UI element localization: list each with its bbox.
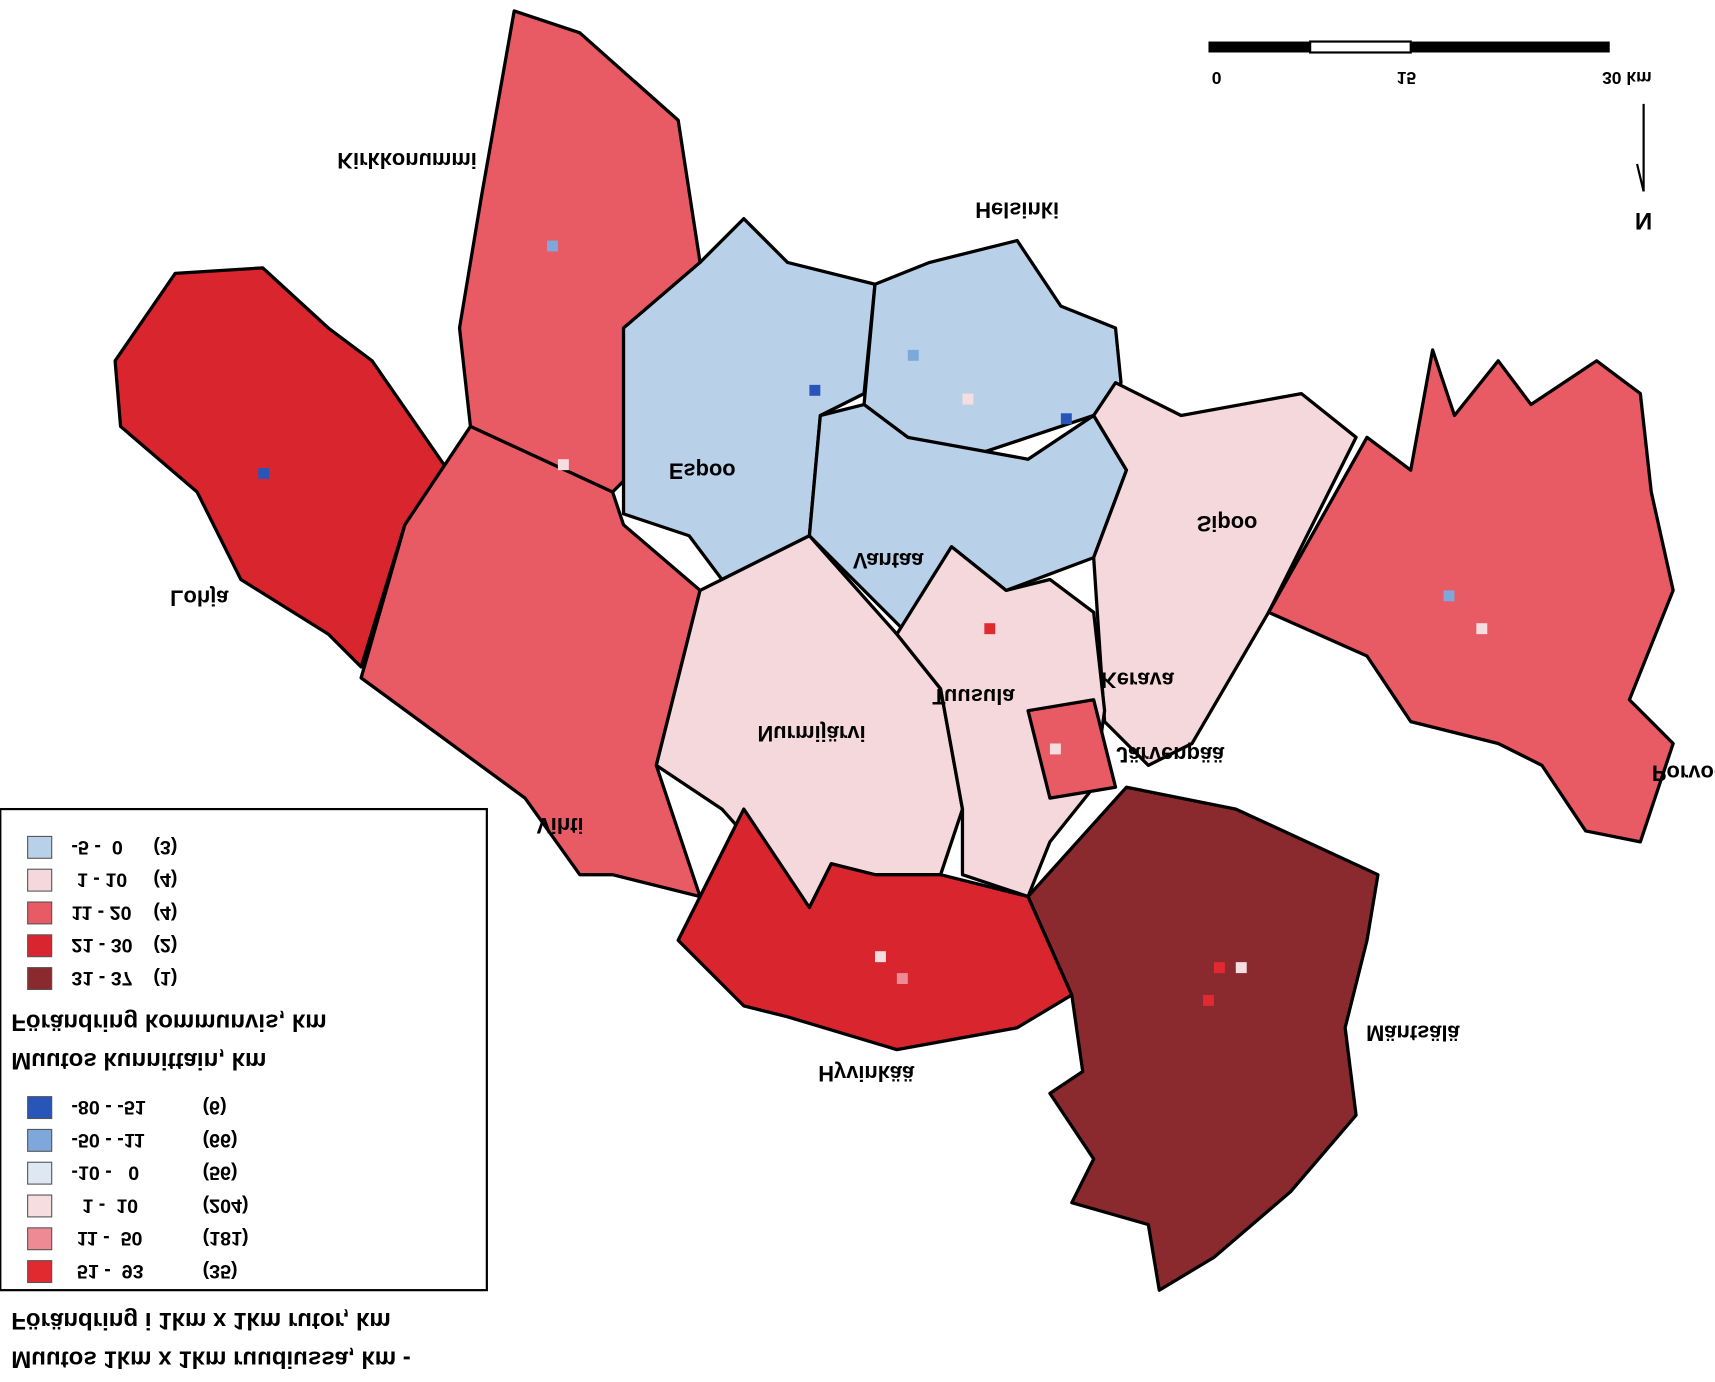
- legend-range: 11 - 20: [71, 901, 131, 923]
- north-arrow: [1635, 103, 1645, 192]
- cell: [1443, 590, 1455, 602]
- municipality-label: Järvenpää: [1116, 742, 1225, 767]
- legend-range: -10 - 0: [71, 1162, 139, 1184]
- region: [1026, 785, 1380, 1292]
- cell: [557, 459, 569, 471]
- legend-title: Förändring i 1km x 1km rutor, km: [11, 1307, 391, 1334]
- municipality-label: Hyvinkää: [818, 1061, 915, 1086]
- region: [457, 9, 702, 494]
- legend-swatch: [27, 1161, 53, 1185]
- legend-count: (4): [153, 901, 177, 923]
- legend-count: (3): [153, 836, 177, 858]
- region: [359, 424, 702, 899]
- cell: [1213, 962, 1225, 974]
- legend-range: -50 - -11: [71, 1129, 144, 1151]
- legend-title: Förändring kommunvis, km: [11, 1009, 326, 1036]
- legend-range: -5 - 0: [71, 836, 122, 858]
- municipality-label: Espoo: [669, 459, 736, 484]
- municipality-label: Nurmijärvi: [758, 721, 866, 746]
- cell: [1476, 623, 1488, 635]
- legend-range: -80 - -51: [71, 1096, 145, 1118]
- municipality-label: Vantaa: [853, 548, 924, 573]
- legend-range: 1 - 10: [71, 1194, 138, 1216]
- municipality-label: Mäntsälä: [1366, 1021, 1460, 1046]
- cell: [809, 384, 821, 396]
- municipality-label: Sipoo: [1197, 511, 1258, 536]
- cell: [546, 240, 558, 252]
- legend-swatch: [27, 868, 53, 892]
- cell: [1203, 994, 1214, 1006]
- legend-count: (56): [203, 1162, 238, 1184]
- legend-swatch: [27, 835, 53, 859]
- region: [1092, 381, 1358, 767]
- legend-count: (4): [153, 869, 177, 891]
- legend-box: [0, 807, 488, 1292]
- scale-segment: [1410, 41, 1610, 53]
- region: [1026, 698, 1118, 800]
- cell: [258, 467, 270, 479]
- legend-swatch: [27, 1260, 53, 1284]
- scale-label: 30 km: [1602, 68, 1652, 88]
- legend-count: (2): [153, 934, 177, 956]
- legend-count: (181): [203, 1227, 249, 1249]
- scale-label: 15: [1397, 68, 1417, 88]
- region: [1266, 348, 1675, 844]
- legend-swatch: [27, 901, 53, 925]
- municipality-label: Vihti: [537, 813, 584, 838]
- legend-count: (1): [153, 967, 177, 989]
- legend-range: 1 - 10: [71, 869, 127, 891]
- legend-range: 31 - 37: [71, 967, 132, 989]
- legend-swatch: [27, 967, 53, 991]
- cell: [1060, 413, 1072, 425]
- legend-swatch: [27, 1096, 53, 1120]
- grid-cells: [258, 240, 1488, 1006]
- legend-count: (6): [203, 1096, 227, 1118]
- regions: [113, 9, 1675, 1292]
- cell: [1049, 743, 1061, 755]
- cell: [874, 951, 886, 963]
- legend-range: 21 - 30: [71, 934, 132, 956]
- legend-count: (204): [203, 1194, 249, 1216]
- legend-swatch: [27, 1194, 53, 1218]
- north-label: N: [1635, 207, 1652, 234]
- cell: [962, 393, 974, 405]
- cell: [1235, 962, 1247, 974]
- legend-range: 11 - 50: [71, 1227, 142, 1249]
- scale-segment: [1208, 41, 1311, 53]
- legend-swatch: [27, 1128, 53, 1152]
- cell: [984, 623, 996, 635]
- municipality-label: Tuusula: [932, 684, 1015, 709]
- legend-swatch: [27, 1227, 53, 1251]
- municipality-label: Porvoo: [1652, 760, 1715, 785]
- municipality-label: Kirkkonummi: [337, 148, 477, 173]
- municipality-label: Helsinki: [975, 197, 1059, 222]
- legend-title: Muutos kunnittain, km: [11, 1047, 266, 1074]
- cell: [896, 973, 908, 985]
- scale-label: 0: [1212, 68, 1222, 88]
- cell: [907, 349, 919, 361]
- north-head: [1635, 163, 1645, 192]
- legend-count: (66): [203, 1129, 238, 1151]
- legend-count: (35): [203, 1260, 238, 1282]
- scale-bar: [1208, 40, 1610, 54]
- municipality-label: Lohja: [170, 585, 229, 610]
- legend-swatch: [27, 934, 53, 958]
- legend-title: Muutos 1km x 1km ruudiussa, km -: [11, 1345, 411, 1372]
- legend-range: 51 - 93: [71, 1260, 143, 1282]
- municipality-label: Kerava: [1101, 667, 1175, 692]
- scale-segment: [1309, 40, 1412, 54]
